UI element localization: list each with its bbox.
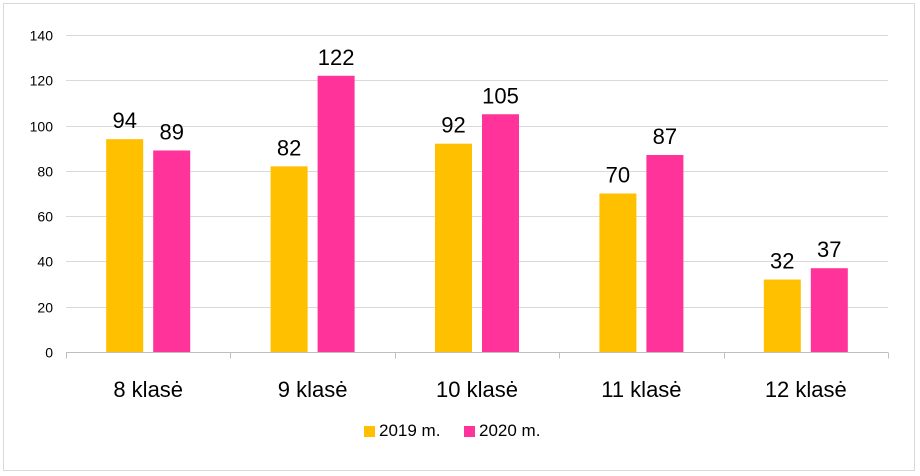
bar-series-1 <box>106 139 144 352</box>
data-label: 70 <box>606 163 630 188</box>
bar-series-1 <box>270 166 308 352</box>
bar-chart: 0 20 40 60 80 100 120 140 94 89 82 122 92 105 70 87 32 3… <box>30 28 889 440</box>
grid-layer <box>66 35 888 308</box>
legend-swatch <box>464 426 475 437</box>
y-tick-label: 120 <box>30 73 54 89</box>
bar-series-2 <box>153 150 191 352</box>
data-label: 105 <box>482 83 519 108</box>
data-label: 37 <box>817 237 841 262</box>
y-tick-label: 60 <box>37 209 53 225</box>
legend: 2019 m. 2020 m. <box>364 421 540 440</box>
data-label: 82 <box>277 135 301 160</box>
x-tick-label: 9 klasė <box>278 377 348 402</box>
data-labels-layer: 94 89 82 122 92 105 70 87 32 37 <box>112 45 841 274</box>
bar-series-2 <box>646 155 684 352</box>
bar-series-1 <box>763 279 801 352</box>
y-tick-label: 140 <box>30 28 54 44</box>
bar-series-2 <box>810 268 848 352</box>
data-label: 94 <box>112 108 136 133</box>
bars-layer <box>106 75 848 352</box>
x-tick-label: 10 klasė <box>436 377 518 402</box>
x-tick-label: 11 klasė <box>601 377 681 402</box>
data-label: 87 <box>653 124 677 149</box>
data-label: 92 <box>441 113 465 138</box>
x-tick-label: 12 klasė <box>765 377 847 402</box>
data-label: 122 <box>318 45 355 70</box>
bar-series-1 <box>599 193 637 352</box>
y-tick-label: 80 <box>37 164 53 180</box>
bar-series-2 <box>482 114 519 352</box>
legend-label: 2020 m. <box>479 421 540 440</box>
data-label: 89 <box>159 119 183 144</box>
legend-label: 2019 m. <box>379 421 440 440</box>
y-tick-label: 0 <box>45 345 53 361</box>
data-label: 32 <box>770 249 794 274</box>
y-axis: 0 20 40 60 80 100 120 140 <box>30 28 54 361</box>
x-tick-label: 8 klasė <box>113 377 183 402</box>
x-axis: 8 klasė 9 klasė 10 klasė 11 klasė 12 klasė <box>66 352 889 402</box>
y-tick-label: 100 <box>30 119 54 135</box>
y-tick-label: 40 <box>37 254 53 270</box>
legend-swatch <box>364 426 375 437</box>
y-tick-label: 20 <box>37 300 53 316</box>
bar-series-1 <box>435 143 472 352</box>
chart-frame: 0 20 40 60 80 100 120 140 94 89 82 122 92 105 70 87 32 3… <box>3 3 915 471</box>
bar-series-2 <box>317 75 355 352</box>
